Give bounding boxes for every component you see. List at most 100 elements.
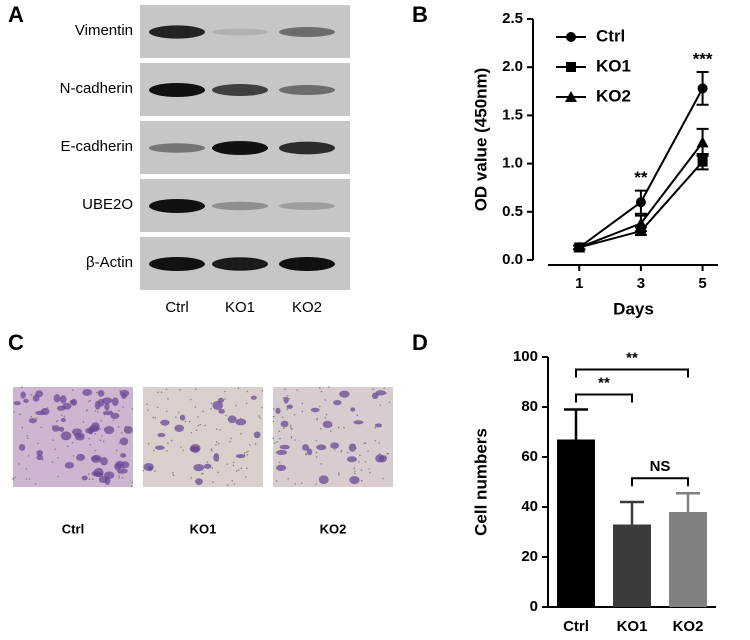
y-tick-label: 0.5 <box>502 203 523 220</box>
pore <box>88 473 90 476</box>
cell <box>371 392 379 399</box>
significance: ** <box>626 349 638 366</box>
cell <box>227 415 237 424</box>
pore <box>26 437 29 440</box>
pore <box>360 479 363 482</box>
cell <box>116 468 128 474</box>
pore <box>25 468 28 470</box>
cell <box>160 419 170 426</box>
cell <box>85 427 94 434</box>
significance: NS <box>650 458 671 475</box>
y-tick-label: 0.0 <box>502 251 523 268</box>
pore <box>215 428 218 431</box>
blot-lane-label: Ctrl <box>165 299 188 316</box>
pore <box>368 468 370 470</box>
pore <box>358 461 360 463</box>
pore <box>364 461 367 463</box>
cell <box>235 418 247 426</box>
pore <box>315 451 318 454</box>
cell <box>91 456 100 461</box>
pore <box>190 431 193 434</box>
blot-band <box>212 28 268 36</box>
blot-band <box>279 257 335 271</box>
pore <box>374 439 377 442</box>
pore <box>337 472 340 474</box>
pore <box>27 454 30 457</box>
pore <box>156 406 159 409</box>
error-bar <box>620 500 644 525</box>
pore <box>157 391 159 394</box>
cell <box>69 400 76 405</box>
pore <box>100 419 102 422</box>
pore <box>215 444 217 446</box>
pore <box>278 430 281 433</box>
y-axis-label: OD value (450nm) <box>471 68 490 212</box>
pore <box>296 389 299 392</box>
blot-band <box>212 201 268 211</box>
error-bar <box>564 408 588 440</box>
x-tick-label: Ctrl <box>563 618 589 635</box>
pore <box>197 424 199 427</box>
cell <box>189 446 195 452</box>
cell <box>203 463 212 469</box>
cell <box>322 420 333 429</box>
pore <box>88 437 90 440</box>
pore <box>180 446 182 448</box>
cell <box>64 462 75 469</box>
micrograph-label: KO1 <box>190 521 217 536</box>
legend-label: Ctrl <box>596 26 625 45</box>
pore <box>359 454 361 457</box>
pore <box>237 387 240 389</box>
cell <box>302 444 310 451</box>
pore <box>353 472 356 475</box>
cell <box>333 399 342 406</box>
pore <box>282 397 285 399</box>
cell <box>310 407 320 413</box>
pore <box>71 389 74 392</box>
pore <box>300 482 303 484</box>
blot-band <box>149 143 205 153</box>
pore <box>195 429 198 432</box>
pore <box>189 398 192 401</box>
blot-band <box>149 199 205 213</box>
pore <box>387 452 390 455</box>
cell <box>60 395 67 404</box>
pore <box>284 388 286 391</box>
cell <box>330 442 340 449</box>
blot-band <box>212 141 268 155</box>
pore <box>225 414 227 417</box>
y-tick-label: 60 <box>521 448 538 465</box>
cell <box>120 453 127 458</box>
marker <box>635 197 646 208</box>
pore <box>232 464 235 467</box>
blot-row-label: E-cadherin <box>60 138 133 155</box>
pore <box>282 427 285 430</box>
pore <box>178 389 181 391</box>
pore <box>194 406 197 408</box>
pore <box>353 467 356 470</box>
pore <box>278 461 281 464</box>
cell <box>276 449 287 455</box>
pore <box>184 420 187 423</box>
cell <box>349 475 360 485</box>
pore <box>258 415 260 417</box>
pore <box>12 477 15 480</box>
pore <box>315 483 317 486</box>
cell <box>279 444 290 450</box>
legend-label: KO2 <box>596 86 631 105</box>
pore <box>340 450 342 453</box>
pore <box>286 395 289 397</box>
pore <box>115 449 118 452</box>
cell <box>76 453 86 461</box>
pore <box>315 456 318 458</box>
comparison-bracket <box>631 477 689 487</box>
pore <box>273 442 276 444</box>
cell <box>253 431 261 439</box>
pore <box>34 483 37 485</box>
cell <box>35 390 44 398</box>
pore <box>41 458 44 461</box>
pore <box>197 416 199 418</box>
x-tick-label: 3 <box>637 275 645 292</box>
micrograph <box>143 387 263 487</box>
